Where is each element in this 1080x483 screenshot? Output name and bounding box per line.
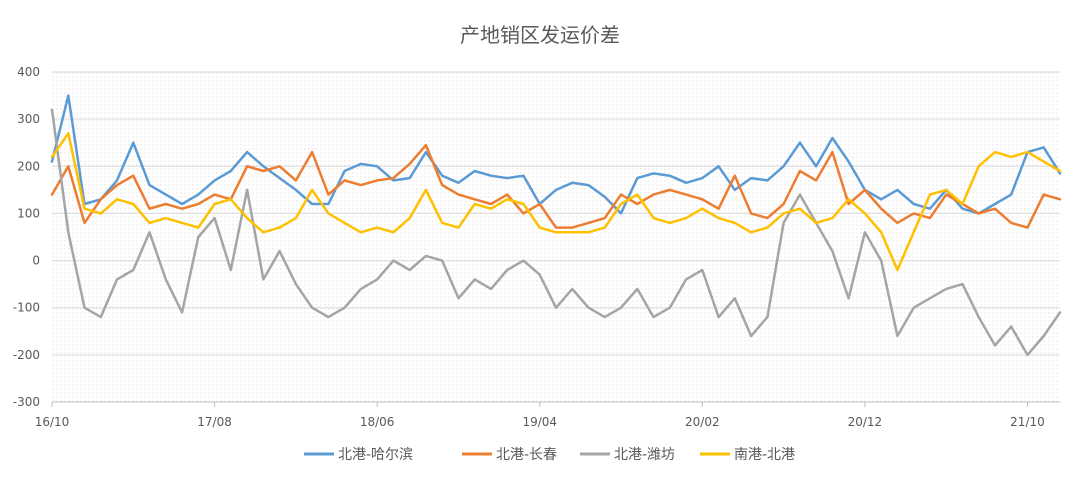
plot-area <box>52 72 1060 402</box>
series-line-1 <box>50 143 1062 229</box>
x-tick-label: 19/04 <box>522 415 557 429</box>
series-line-2 <box>50 108 1062 357</box>
y-tick-label: -200 <box>13 348 40 362</box>
y-tick-label: -300 <box>13 395 40 409</box>
x-axis: 16/10 17/08 18/06 19/04 20/02 20/12 21/10 <box>35 401 1060 429</box>
series-lines <box>50 94 1062 357</box>
y-tick-label: 300 <box>17 112 40 126</box>
x-tick-label: 17/08 <box>197 415 232 429</box>
x-tick-label: 21/10 <box>1010 415 1045 429</box>
y-tick-label: 100 <box>17 206 40 220</box>
y-tick-label: 0 <box>32 254 40 268</box>
series-line-3 <box>50 132 1062 272</box>
legend: 北港-哈尔滨 北港-长春 北港-潍坊 南港-北港 <box>304 447 795 463</box>
series-line-0 <box>50 94 1062 215</box>
legend-label-0: 北港-哈尔滨 <box>338 447 413 463</box>
y-tick-label: 200 <box>17 159 40 173</box>
x-tick-label: 20/12 <box>848 415 883 429</box>
legend-label-3: 南港-北港 <box>734 447 795 463</box>
legend-label-1: 北港-长春 <box>496 447 557 463</box>
y-tick-label: -100 <box>13 301 40 315</box>
y-axis: -300 -200 -100 0 100 200 300 400 <box>13 65 40 409</box>
x-tick-label: 18/06 <box>360 415 395 429</box>
x-tick-label: 20/02 <box>685 415 720 429</box>
y-tick-label: 400 <box>17 65 40 79</box>
legend-label-2: 北港-潍坊 <box>614 447 675 463</box>
chart-title: 产地销区发运价差 <box>460 23 620 47</box>
x-tick-label: 16/10 <box>35 415 70 429</box>
